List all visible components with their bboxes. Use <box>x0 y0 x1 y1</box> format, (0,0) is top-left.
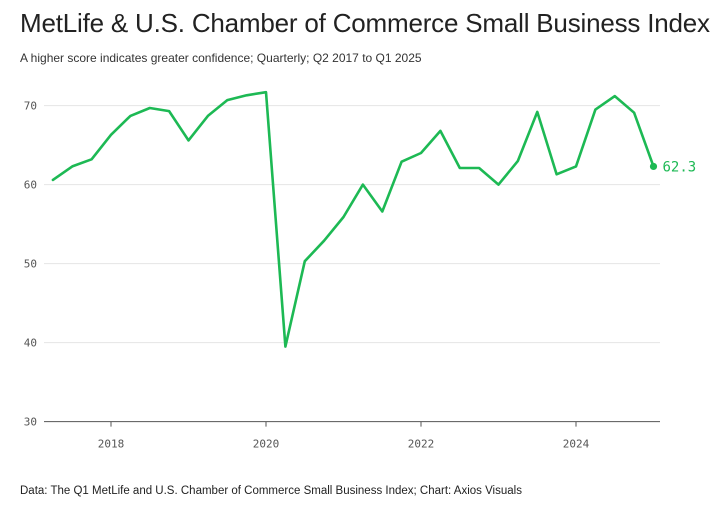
chart-title: MetLife & U.S. Chamber of Commerce Small… <box>20 8 710 38</box>
x-tick-label: 2022 <box>408 438 435 451</box>
chart-subtitle: A higher score indicates greater confide… <box>20 51 422 65</box>
y-tick-label: 30 <box>24 416 37 429</box>
y-tick-label: 70 <box>24 100 37 113</box>
source-note: Data: The Q1 MetLife and U.S. Chamber of… <box>20 485 522 497</box>
end-point-marker <box>649 162 658 171</box>
series-line <box>51 90 655 348</box>
x-tick-label: 2018 <box>98 438 125 451</box>
x-tick-label: 2020 <box>253 438 280 451</box>
end-value-label: 62.3 <box>663 159 697 175</box>
y-tick-label: 60 <box>24 179 37 192</box>
x-tick-label: 2024 <box>563 438 590 451</box>
y-tick-label: 40 <box>24 337 37 350</box>
y-tick-label: 50 <box>24 258 37 271</box>
